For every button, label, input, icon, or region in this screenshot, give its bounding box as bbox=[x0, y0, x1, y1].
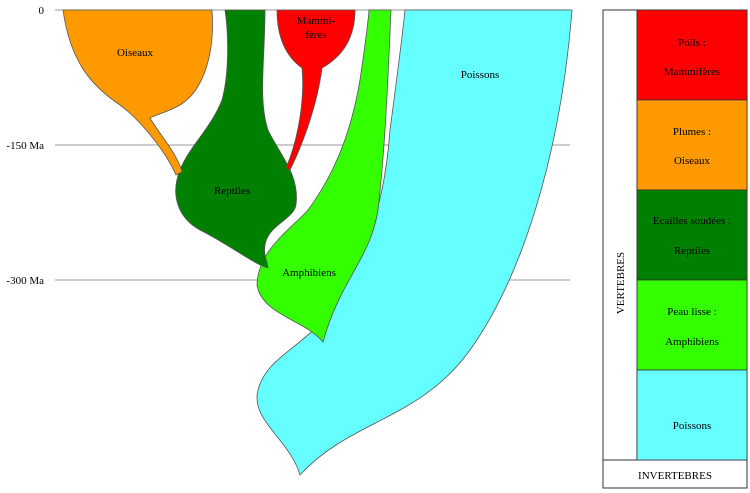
legend: Poils : Mammifères Plumes : Oiseaux Ecai… bbox=[602, 9, 748, 489]
oiseaux-branch bbox=[62, 9, 213, 176]
poissons-branch bbox=[256, 9, 573, 476]
legend-cell-poissons bbox=[636, 369, 748, 461]
legend-reptiles-line2: Reptiles bbox=[674, 245, 710, 257]
tick-label-300: -300 Ma bbox=[6, 275, 44, 287]
legend-amphibiens-line1: Peau lisse : bbox=[667, 306, 717, 318]
mammiferes-branch bbox=[276, 9, 356, 171]
poissons-label: Poissons bbox=[461, 69, 500, 81]
legend-mammiferes-line1: Poils : bbox=[678, 37, 706, 49]
legend-vertebres-label: VERTEBRES bbox=[615, 252, 627, 314]
legend-mammiferes-line2: Mammifères bbox=[664, 66, 720, 78]
amphibiens-branch bbox=[256, 9, 392, 343]
mammiferes-label-line1: Mammi- bbox=[297, 15, 336, 27]
mammiferes-label-line2: fères bbox=[305, 29, 326, 41]
legend-oiseaux-line1: Plumes : bbox=[673, 126, 711, 138]
legend-amphibiens-line2: Amphibiens bbox=[665, 336, 719, 348]
legend-poissons-line2: Poissons bbox=[673, 420, 712, 432]
reptiles-label: Reptiles bbox=[214, 185, 250, 197]
legend-oiseaux-line2: Oiseaux bbox=[674, 155, 711, 167]
tick-label-0: 0 bbox=[39, 5, 45, 17]
reptiles-branch bbox=[175, 9, 297, 269]
legend-reptiles-line1: Ecailles soudées : bbox=[653, 215, 731, 227]
legend-cell-mammiferes bbox=[636, 9, 748, 101]
legend-cell-oiseaux bbox=[636, 99, 748, 191]
legend-cell-reptiles bbox=[636, 189, 748, 281]
tick-label-150: -150 Ma bbox=[6, 140, 44, 152]
oiseaux-label: Oiseaux bbox=[117, 47, 154, 59]
amphibiens-label: Amphibiens bbox=[282, 267, 336, 279]
legend-cell-amphibiens bbox=[636, 279, 748, 371]
legend-invertebres-label: INVERTEBRES bbox=[638, 470, 712, 482]
